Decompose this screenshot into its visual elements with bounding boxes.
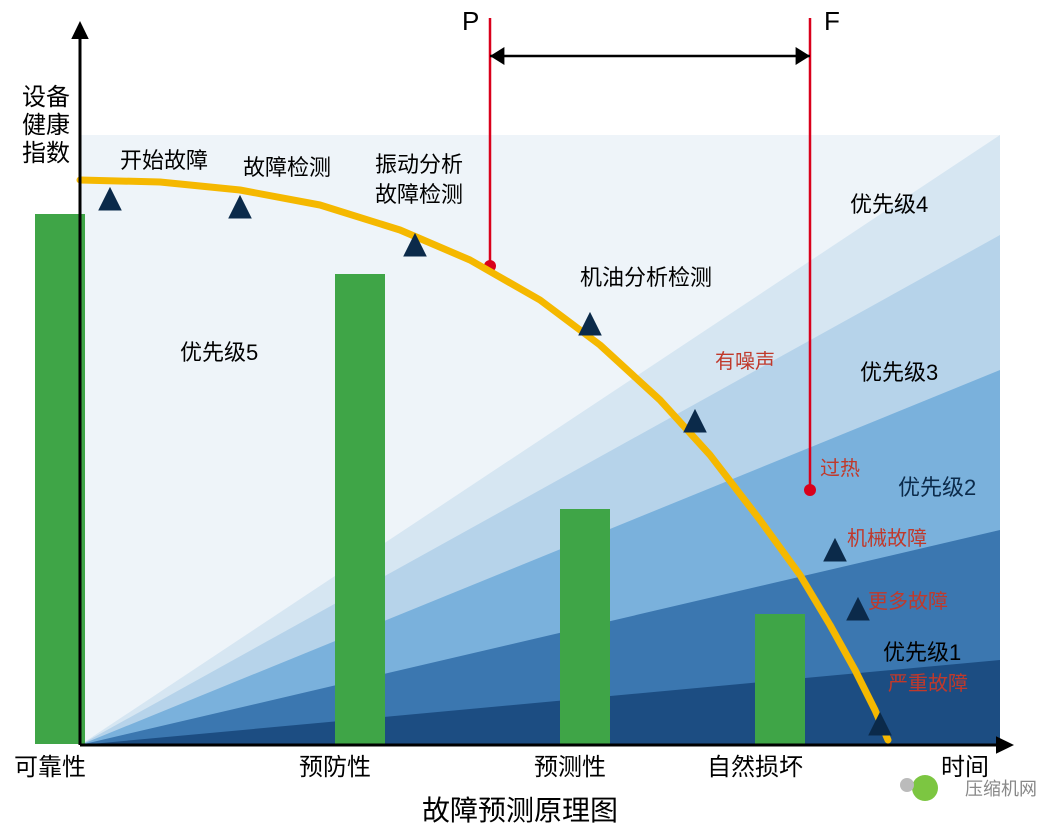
svg-text:P: P [462,6,479,36]
svg-text:更多故障: 更多故障 [868,590,948,613]
svg-text:时间: 时间 [941,754,989,781]
svg-text:有噪声: 有噪声 [715,350,775,373]
svg-text:严重故障: 严重故障 [888,672,968,695]
health-bar [335,274,385,744]
chart-svg: PF开始故障故障检测振动分析故障检测机油分析检测有噪声机械故障更多故障严重故障过… [0,0,1052,835]
svg-text:优先级4: 优先级4 [850,192,928,217]
svg-text:预防性: 预防性 [299,754,371,781]
svg-text:优先级5: 优先级5 [180,340,258,365]
svg-text:机械故障: 机械故障 [847,527,927,550]
svg-text:故障检测: 故障检测 [243,155,331,180]
svg-text:自然损坏: 自然损坏 [707,754,803,781]
health-bar [755,614,805,744]
f-dot [804,484,816,496]
watermark-icon [912,775,938,801]
svg-text:振动分析: 振动分析 [375,152,463,177]
svg-text:优先级3: 优先级3 [860,360,938,385]
y-axis-arrow [71,21,89,39]
svg-text:预测性: 预测性 [534,754,606,781]
x-axis-arrow [996,736,1014,754]
svg-text:设备: 设备 [22,84,70,111]
svg-text:健康: 健康 [22,112,70,139]
watermark-text: 压缩机网 [965,779,1037,799]
watermark-icon [900,778,914,792]
svg-text:开始故障: 开始故障 [120,148,208,173]
svg-text:可靠性: 可靠性 [14,754,86,781]
pf-arrow-left [490,47,504,65]
svg-text:优先级1: 优先级1 [883,640,961,665]
svg-text:故障检测: 故障检测 [375,182,463,207]
pf-curve-chart: PF开始故障故障检测振动分析故障检测机油分析检测有噪声机械故障更多故障严重故障过… [0,0,1052,835]
pf-arrow-right [796,47,810,65]
health-bar [560,509,610,744]
svg-text:优先级2: 优先级2 [898,475,976,500]
svg-text:指数: 指数 [22,140,70,167]
health-bar [35,214,85,744]
svg-text:过热: 过热 [820,457,860,480]
svg-text:F: F [824,6,840,36]
chart-title: 故障预测原理图 [422,795,618,826]
svg-text:机油分析检测: 机油分析检测 [580,265,712,290]
